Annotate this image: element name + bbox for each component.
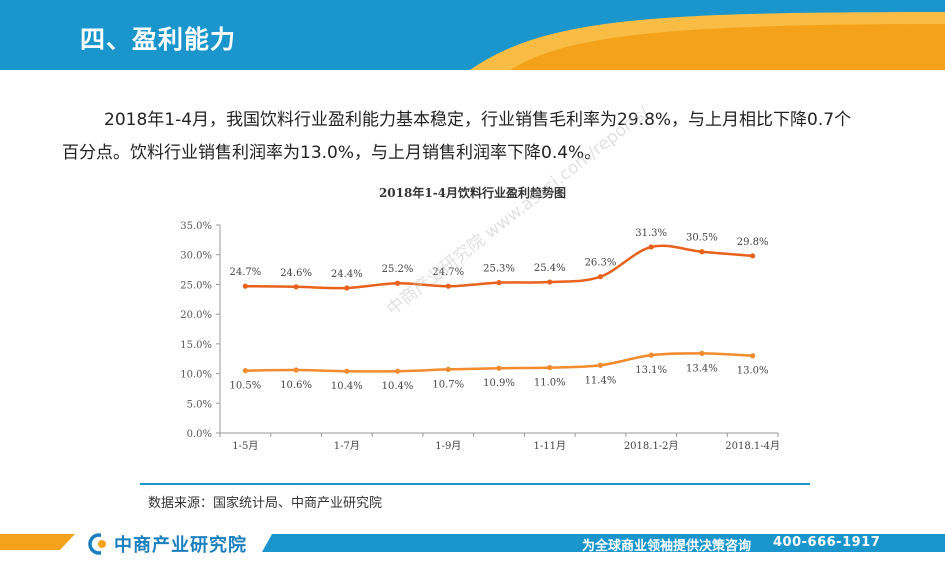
series-0-point: [445, 283, 451, 289]
series-0-data-label: 26.3%: [585, 258, 617, 269]
series-0-point: [547, 279, 553, 285]
series-0-data-label: 24.7%: [229, 267, 261, 278]
data-source: 数据来源：国家统计局、中商产业研究院: [148, 496, 383, 511]
intro-paragraph: 2018年1-4月，我国饮料行业盈利能力基本稳定，行业销售毛利率为29.8%，与…: [62, 110, 852, 163]
header-band: 四、盈利能力: [0, 0, 945, 70]
y-tick-label: 0.0%: [187, 429, 212, 440]
series-0-data-label: 25.3%: [483, 264, 515, 275]
series-1-data-label: 10.4%: [331, 381, 363, 392]
series-0-data-label: 25.4%: [534, 263, 566, 274]
chart-title: 2018年1-4月饮料行业盈利趋势图: [378, 186, 567, 200]
series-1-data-label: 10.4%: [382, 381, 414, 392]
series-1-data-label: 10.6%: [280, 380, 312, 391]
profit-trend-chart: 0.0% 5.0% 10.0% 15.0% 20.0% 25.0% 30.0% 35.0% 1-…: [180, 221, 780, 452]
source-divider: [140, 483, 810, 485]
series-0-point: [496, 280, 502, 286]
series-0-point: [648, 244, 654, 250]
y-tick-label: 25.0%: [180, 280, 212, 291]
series-1-data-label: 11.4%: [585, 375, 617, 386]
series-1-point: [648, 352, 654, 358]
series-1-point: [699, 350, 705, 356]
header-accent-curve: [470, 12, 945, 70]
y-tick-label: 5.0%: [187, 399, 212, 410]
series-1-data-label: 13.1%: [635, 365, 667, 376]
series-1-point: [496, 365, 502, 371]
series-1-point: [547, 365, 553, 371]
series-1-data-label: 10.7%: [432, 379, 464, 390]
series-1-point: [750, 353, 756, 359]
footer-blue-band: [262, 534, 945, 552]
series-0-point: [344, 285, 350, 291]
x-tick-label: 1-5月: [232, 440, 258, 452]
series-1-point: [394, 368, 401, 374]
y-tick-label: 35.0%: [180, 221, 212, 232]
series-1-point: [293, 367, 299, 373]
page-title: 四、盈利能力: [80, 25, 237, 54]
series-1-point: [242, 368, 248, 374]
footer-brand-name: 中商产业研究院: [114, 535, 247, 556]
series-1-data-label: 13.4%: [686, 363, 718, 374]
series-0-data-label: 24.7%: [432, 267, 464, 278]
series-0-point: [394, 280, 401, 286]
x-tick-label: 1-9月: [435, 440, 461, 452]
x-tick-label: 2018.1-4月: [725, 440, 780, 452]
series-1-data-label: 11.0%: [534, 378, 566, 389]
footer-phone: 400-666-1917: [773, 535, 881, 550]
series-0-data-label: 29.8%: [737, 237, 769, 248]
series-0-data-label: 24.6%: [280, 268, 312, 279]
x-tick-label: 1-7月: [334, 440, 360, 452]
footer-band: [0, 534, 945, 552]
series-0-data-label: 24.4%: [331, 269, 363, 280]
brand-logo-icon: [88, 533, 110, 555]
y-tick-label: 10.0%: [180, 370, 212, 381]
footer-orange-tab: [0, 534, 75, 550]
series-0-point: [699, 249, 705, 255]
footer-slogan: 为全球商业领袖提供决策咨询: [582, 539, 752, 554]
series-1-data-label: 10.5%: [229, 381, 261, 392]
series-0-data-label: 30.5%: [686, 233, 718, 244]
series-0-point: [597, 274, 604, 280]
series-0-data-label: 31.3%: [635, 228, 667, 239]
y-tick-label: 15.0%: [180, 340, 212, 351]
series-1-point: [344, 368, 350, 374]
series-1-point: [445, 366, 451, 373]
y-tick-label: 20.0%: [180, 310, 212, 321]
series-1-point: [597, 362, 604, 368]
header-swoosh: [470, 0, 945, 70]
series-0-point: [242, 283, 248, 289]
footer-brand: 中商产业研究院: [88, 531, 247, 557]
x-tick-label: 1-11月: [533, 440, 565, 452]
series-0-point: [750, 253, 756, 259]
series-0-data-label: 25.2%: [382, 264, 414, 275]
series-1-data-label: 13.0%: [737, 366, 769, 377]
series-1-data-label: 10.9%: [483, 378, 515, 389]
y-tick-label: 30.0%: [180, 251, 212, 262]
series-0-point: [293, 284, 299, 290]
x-tick-label: 2018.1-2月: [624, 440, 679, 452]
